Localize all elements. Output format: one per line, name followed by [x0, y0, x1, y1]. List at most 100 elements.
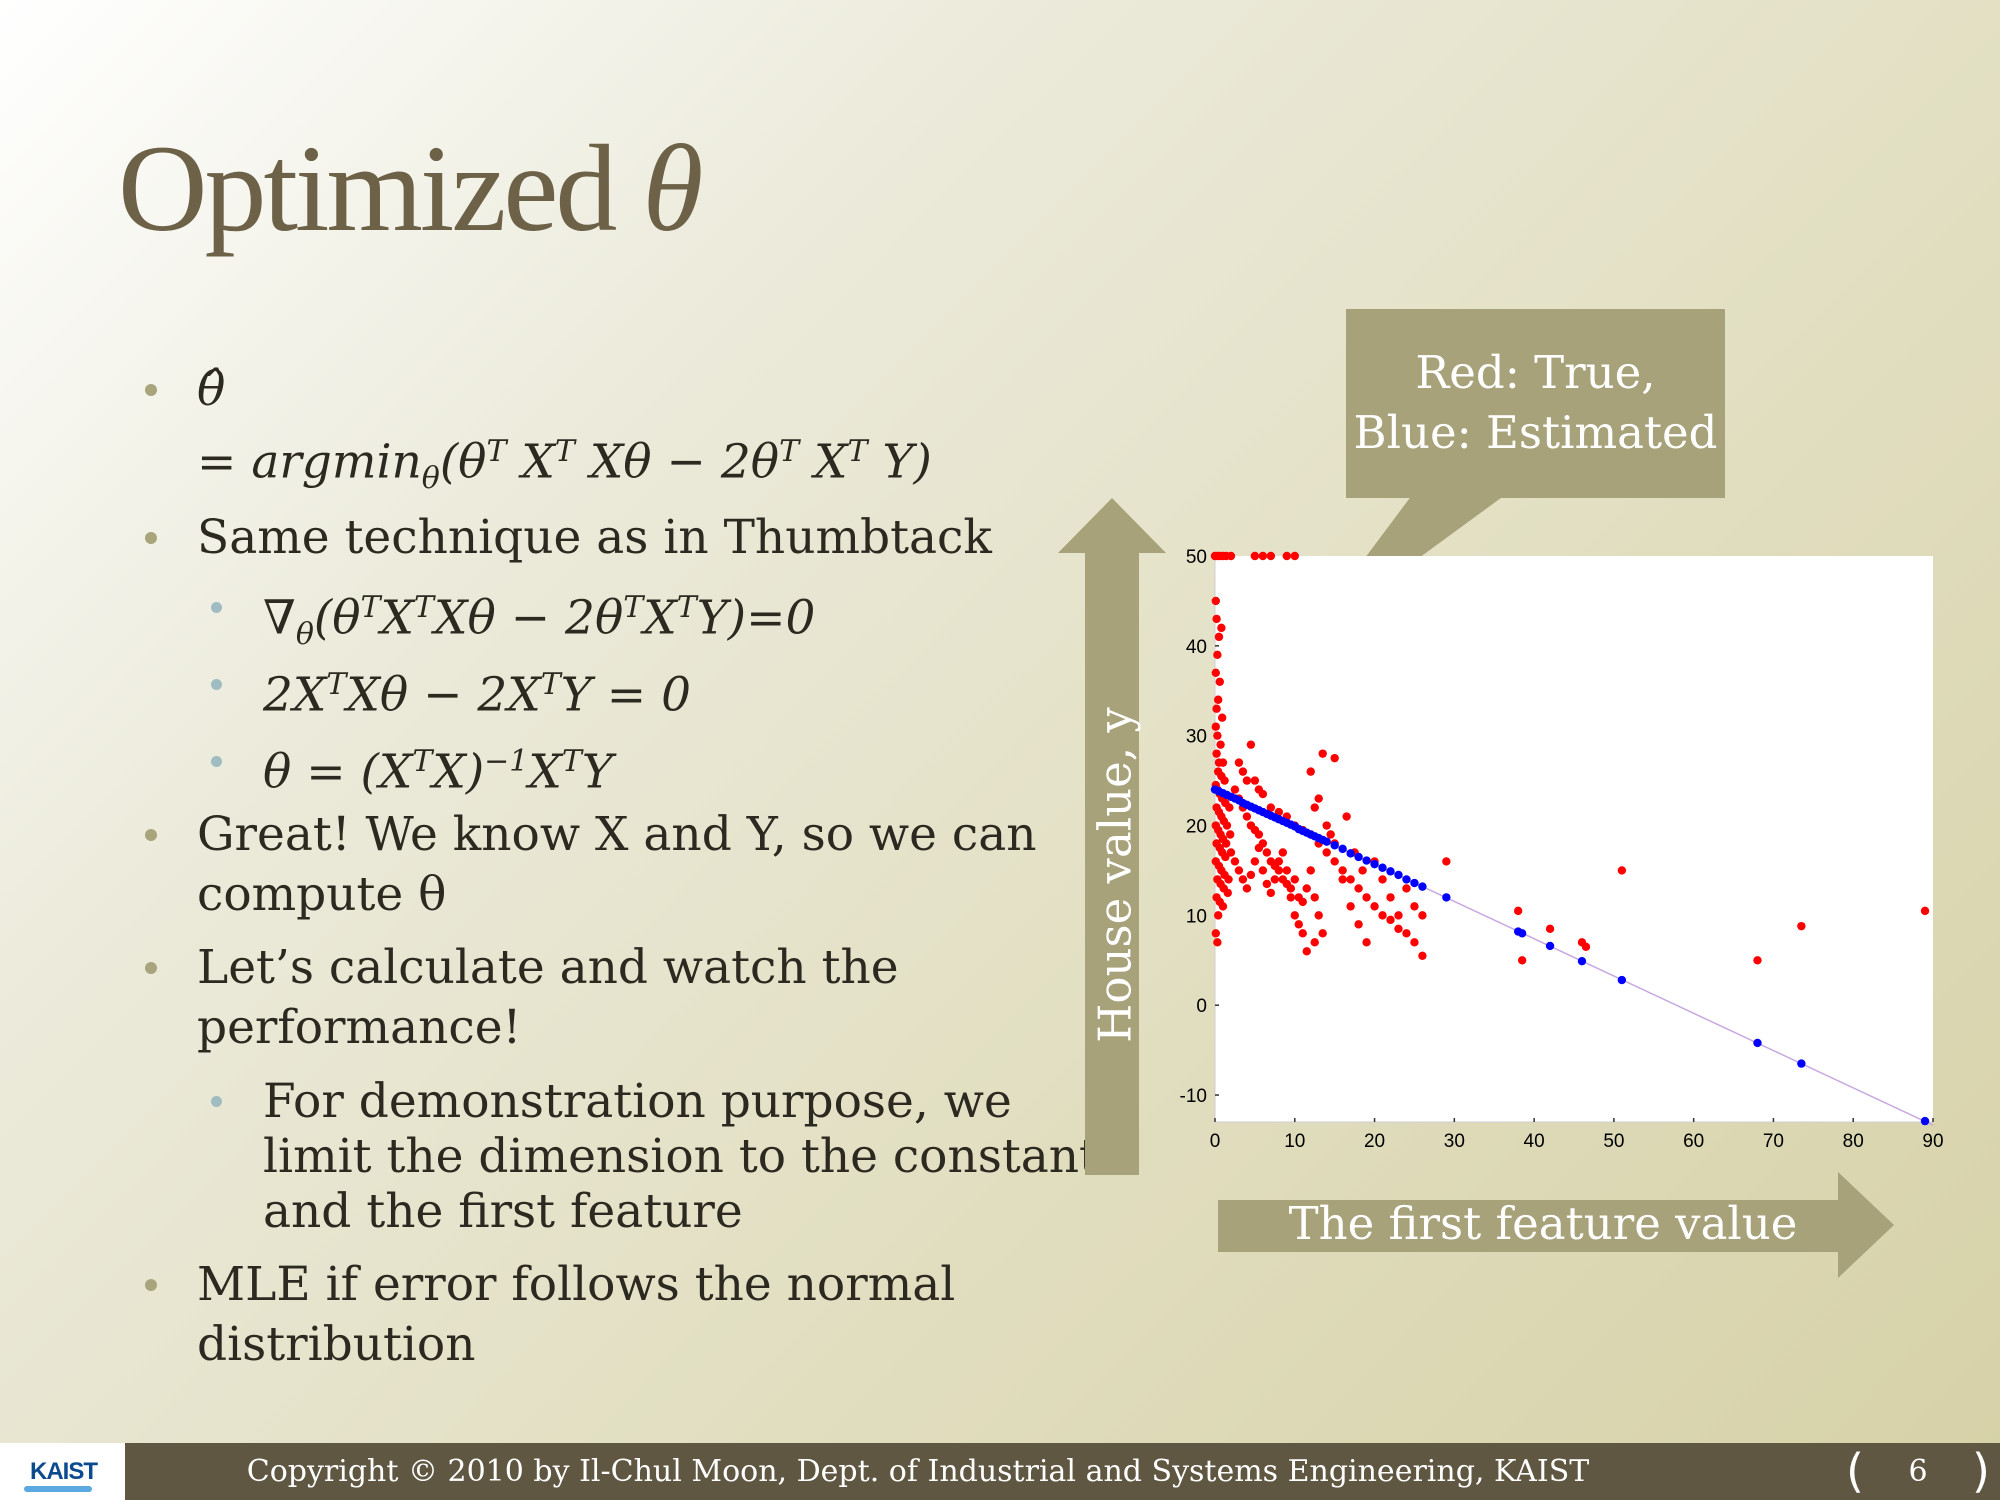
true-point [1266, 551, 1276, 561]
true-point [1290, 875, 1299, 884]
true-point [1225, 830, 1235, 839]
true-point [1250, 857, 1260, 866]
true-point [1322, 821, 1331, 830]
estimated-point [1753, 1038, 1762, 1048]
true-point [1753, 956, 1762, 965]
true-point [1230, 857, 1240, 866]
true-point [1242, 812, 1252, 821]
estimated-point [1577, 956, 1587, 966]
true-point [1230, 785, 1240, 794]
estimated-point [1362, 856, 1371, 865]
true-point [1234, 866, 1244, 875]
page-number-box [1836, 1443, 2000, 1500]
estimated-point [1322, 837, 1331, 846]
true-point [1282, 551, 1291, 561]
true-point [1238, 875, 1248, 884]
true-point [1517, 956, 1527, 965]
true-point [1306, 767, 1315, 776]
true-point [1266, 888, 1276, 898]
bullet-dot [145, 532, 157, 544]
estimated-point [1410, 878, 1419, 888]
true-point [1286, 884, 1295, 893]
true-point [1290, 551, 1299, 561]
true-point [1234, 758, 1244, 767]
footer-bar [0, 1443, 2000, 1500]
bullet-dot [145, 962, 157, 974]
estimated-point [1346, 849, 1355, 858]
true-point [1212, 704, 1221, 713]
true-point [1217, 713, 1227, 722]
true-point [1258, 789, 1268, 799]
true-point [1213, 938, 1222, 947]
bullet-dot [145, 384, 157, 396]
true-point [1330, 857, 1339, 866]
estimated-point [1797, 1059, 1806, 1068]
true-point [1286, 893, 1295, 902]
sub-bullet-dot [211, 1096, 222, 1107]
true-point [1254, 843, 1264, 853]
true-point [1402, 929, 1411, 938]
y-axis-arrow [1058, 498, 1166, 1175]
y-arrow-label: House value, y [1088, 707, 1142, 1043]
true-point [1330, 753, 1339, 763]
true-point [1221, 839, 1231, 848]
true-point [1386, 893, 1395, 902]
true-point [1797, 921, 1806, 931]
slide-title: Optimized θ [118, 120, 703, 257]
estimated-point [1517, 929, 1527, 938]
true-point [1318, 929, 1327, 938]
estimated-point [1370, 859, 1379, 869]
true-point [1225, 803, 1234, 812]
sub-bullet-dot [211, 756, 222, 767]
footer-copyright: Copyright © 2010 by Il-Chul Moon, Dept. … [246, 1454, 1590, 1489]
true-point [1362, 938, 1371, 947]
true-point [1215, 677, 1224, 686]
true-point [1246, 740, 1256, 749]
true-point [1302, 884, 1311, 893]
true-point [1211, 668, 1220, 677]
true-point [1242, 776, 1252, 785]
true-point [1418, 911, 1427, 920]
y-tick-label: -10 [1180, 1086, 1207, 1107]
true-point [1545, 924, 1555, 934]
true-point [1326, 830, 1335, 839]
estimated-point [1402, 875, 1411, 884]
callout-line-1: Red: True, [1415, 346, 1656, 399]
true-point [1250, 776, 1260, 785]
true-point [1306, 866, 1315, 875]
sub-bullet-dot [211, 679, 222, 690]
true-point [1238, 767, 1248, 776]
estimated-point [1386, 867, 1395, 876]
true-point [1298, 897, 1307, 907]
true-point [1213, 695, 1223, 704]
true-point [1218, 758, 1228, 767]
true-point [1310, 938, 1319, 947]
estimated-point [1545, 941, 1555, 951]
true-point [1346, 875, 1355, 884]
x-tick-label: 20 [1364, 1131, 1385, 1152]
kaist-logo-text: KAIST [30, 1458, 98, 1485]
x-axis-arrow [1218, 1172, 1894, 1278]
true-point [1302, 947, 1311, 956]
true-point [1354, 884, 1363, 893]
callout-text: Red: True, Blue: Estimated [1346, 343, 1725, 463]
true-point [1581, 942, 1591, 952]
true-point [1346, 902, 1355, 911]
true-point [1262, 848, 1272, 857]
true-point [1254, 830, 1264, 839]
true-point [1221, 852, 1230, 862]
plot-area [1215, 556, 1933, 1122]
true-point [1310, 803, 1319, 812]
true-point [1246, 870, 1256, 880]
true-point [1226, 848, 1236, 857]
estimated-point [1442, 893, 1451, 902]
true-point [1214, 632, 1224, 642]
true-point [1212, 614, 1221, 624]
estimated-point [1354, 852, 1363, 862]
true-point [1211, 722, 1220, 731]
true-point [1213, 731, 1222, 740]
scatter-plot: 0 10 20 30 40 50 60 70 80 90 -10 0 10 20 30 40 50 [1160, 540, 1950, 1160]
true-point [1378, 911, 1387, 920]
true-point [1322, 848, 1331, 857]
true-point [1217, 623, 1226, 633]
